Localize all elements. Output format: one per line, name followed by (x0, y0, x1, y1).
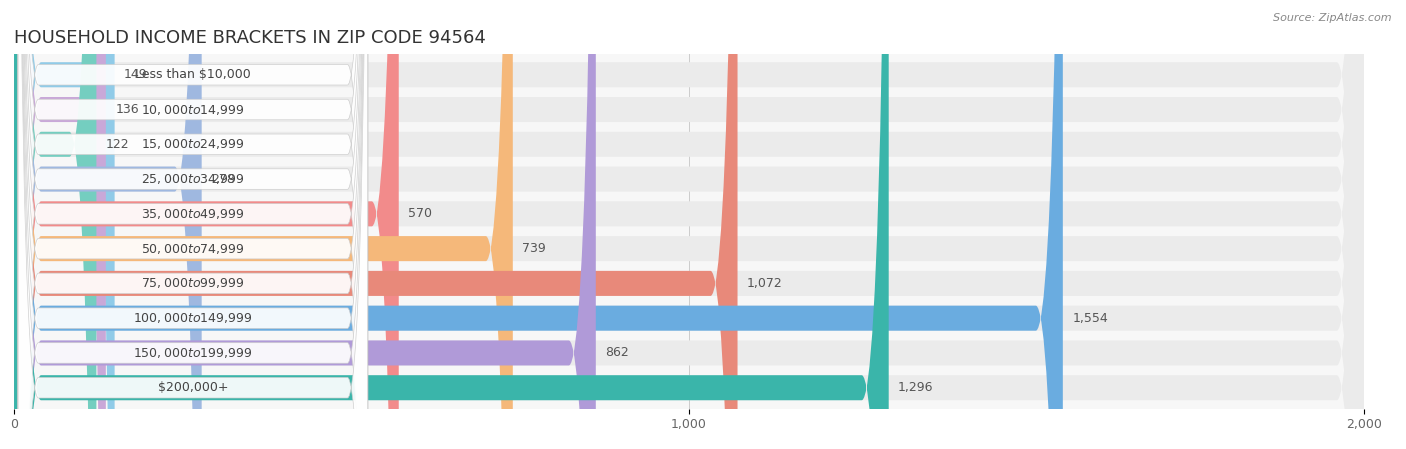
FancyBboxPatch shape (14, 0, 201, 449)
Text: 1,296: 1,296 (898, 381, 934, 394)
Text: $75,000 to $99,999: $75,000 to $99,999 (141, 277, 245, 291)
FancyBboxPatch shape (18, 0, 368, 449)
FancyBboxPatch shape (18, 0, 368, 449)
FancyBboxPatch shape (14, 0, 1364, 449)
Text: 739: 739 (522, 242, 546, 255)
FancyBboxPatch shape (18, 0, 368, 449)
FancyBboxPatch shape (18, 0, 368, 449)
Text: 862: 862 (605, 347, 628, 360)
FancyBboxPatch shape (14, 0, 1364, 449)
FancyBboxPatch shape (18, 0, 368, 449)
Text: Less than $10,000: Less than $10,000 (135, 68, 250, 81)
Text: 278: 278 (211, 172, 235, 185)
FancyBboxPatch shape (14, 0, 596, 449)
FancyBboxPatch shape (14, 0, 1364, 449)
FancyBboxPatch shape (18, 0, 368, 449)
Text: 1,554: 1,554 (1073, 312, 1108, 325)
Text: 122: 122 (105, 138, 129, 151)
FancyBboxPatch shape (14, 0, 1364, 449)
FancyBboxPatch shape (14, 0, 1364, 449)
FancyBboxPatch shape (14, 0, 1364, 449)
FancyBboxPatch shape (14, 0, 738, 449)
Text: $10,000 to $14,999: $10,000 to $14,999 (141, 102, 245, 117)
Text: Source: ZipAtlas.com: Source: ZipAtlas.com (1274, 13, 1392, 23)
FancyBboxPatch shape (14, 0, 1364, 449)
FancyBboxPatch shape (14, 0, 1063, 449)
Text: $200,000+: $200,000+ (157, 381, 228, 394)
FancyBboxPatch shape (14, 0, 105, 449)
FancyBboxPatch shape (18, 0, 368, 449)
Text: HOUSEHOLD INCOME BRACKETS IN ZIP CODE 94564: HOUSEHOLD INCOME BRACKETS IN ZIP CODE 94… (14, 29, 486, 47)
Text: $15,000 to $24,999: $15,000 to $24,999 (141, 137, 245, 151)
FancyBboxPatch shape (18, 0, 368, 449)
Text: $35,000 to $49,999: $35,000 to $49,999 (141, 207, 245, 221)
FancyBboxPatch shape (18, 0, 368, 449)
FancyBboxPatch shape (14, 0, 1364, 449)
FancyBboxPatch shape (14, 0, 1364, 449)
Text: $150,000 to $199,999: $150,000 to $199,999 (134, 346, 253, 360)
FancyBboxPatch shape (14, 0, 889, 449)
Text: $25,000 to $34,999: $25,000 to $34,999 (141, 172, 245, 186)
Text: $100,000 to $149,999: $100,000 to $149,999 (134, 311, 253, 325)
Text: 570: 570 (408, 207, 432, 220)
Text: 149: 149 (124, 68, 148, 81)
Text: 1,072: 1,072 (747, 277, 783, 290)
FancyBboxPatch shape (18, 0, 368, 449)
Text: 136: 136 (115, 103, 139, 116)
Text: $50,000 to $74,999: $50,000 to $74,999 (141, 242, 245, 255)
FancyBboxPatch shape (14, 0, 1364, 449)
FancyBboxPatch shape (14, 0, 399, 449)
FancyBboxPatch shape (14, 0, 513, 449)
FancyBboxPatch shape (14, 0, 115, 449)
FancyBboxPatch shape (14, 0, 97, 449)
